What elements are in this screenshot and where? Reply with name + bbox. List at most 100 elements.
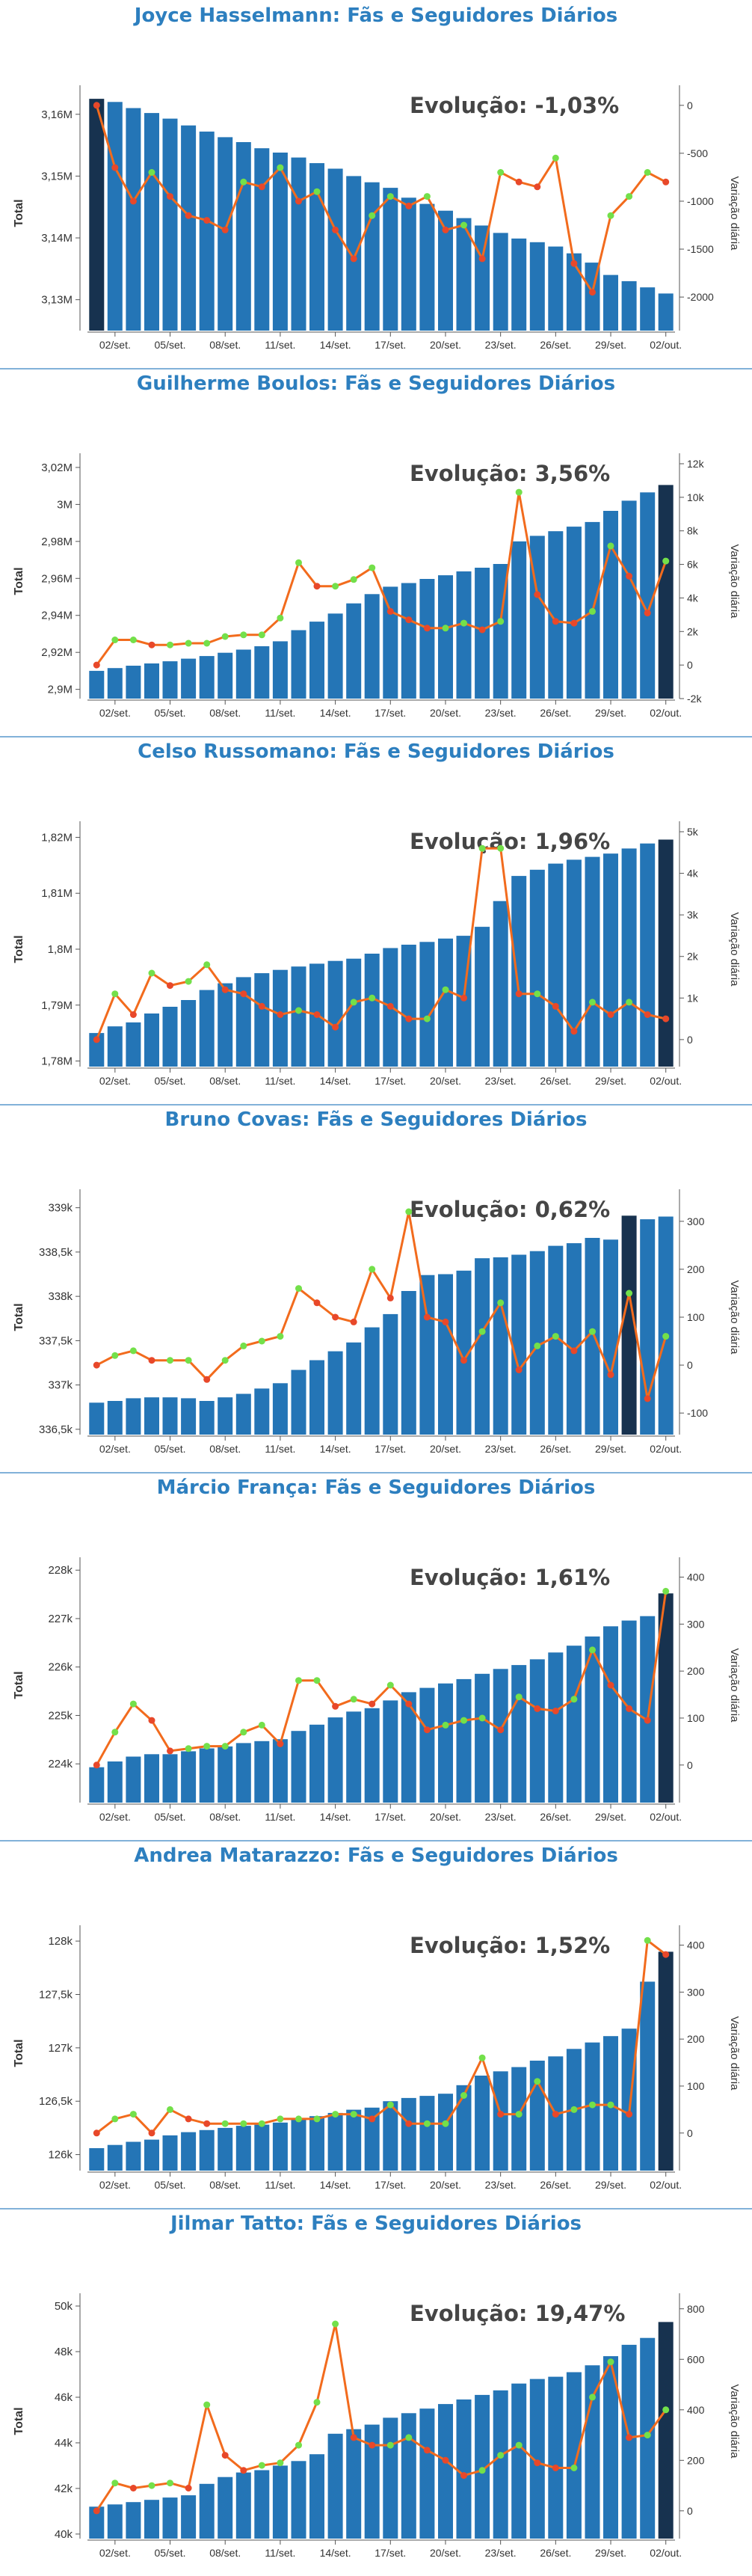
chart-panel: Celso Russomano: Fãs e Seguidores Diário…: [0, 736, 752, 1104]
x-tick-label: 02/set.: [99, 2179, 131, 2191]
bar: [291, 630, 306, 699]
bar: [346, 958, 362, 1067]
bar: [511, 238, 527, 331]
variation-point: [350, 2434, 357, 2441]
y-tick-label: 3,13M: [41, 294, 73, 307]
x-tick-label: 02/set.: [99, 1443, 131, 1455]
bar: [548, 1652, 564, 1803]
y-tick-label: 126,5k: [39, 2095, 73, 2108]
bar: [254, 973, 270, 1067]
bar: [364, 182, 380, 331]
bar: [511, 1254, 527, 1435]
y-tick-label: 40k: [55, 2528, 73, 2541]
variation-point: [167, 2480, 173, 2487]
bar: [144, 663, 159, 699]
y-axis-title: Total: [13, 1303, 25, 1331]
x-tick-label: 11/set.: [265, 1443, 295, 1455]
y-axis-title: Total: [13, 2407, 25, 2435]
bar: [548, 531, 564, 699]
bar: [585, 1238, 600, 1435]
variation-point: [644, 1936, 651, 1944]
bar: [235, 142, 251, 331]
bar: [291, 1370, 306, 1435]
x-tick-label: 11/set.: [265, 2179, 295, 2191]
chart-panel: Guilherme Boulos: Fãs e Seguidores Diári…: [0, 368, 752, 736]
bar: [640, 287, 656, 331]
bar: [658, 2322, 674, 2539]
bar: [327, 613, 343, 699]
x-tick-label: 02/set.: [99, 2547, 131, 2559]
bar: [383, 188, 398, 331]
bar: [456, 1270, 472, 1435]
bar: [529, 2379, 545, 2539]
bar: [89, 1402, 105, 1435]
variation-point: [423, 193, 431, 200]
chart-svg: 40k 42k 44k 46k 48k 50k Total 0 200 400 600 800 Vari…: [13, 2293, 741, 2559]
bar: [456, 571, 472, 699]
y2-tick-label: 400: [687, 1571, 705, 1583]
bar: [364, 954, 380, 1067]
x-tick-label: 05/set.: [155, 2547, 186, 2559]
bar: [640, 843, 656, 1067]
variation-point: [589, 999, 596, 1006]
x-tick-label: 02/out.: [650, 1443, 682, 1455]
bar: [309, 1360, 324, 1435]
variation-point: [221, 986, 229, 993]
variation-point: [405, 202, 413, 209]
bar: [107, 102, 123, 331]
bar: [603, 853, 618, 1067]
bar: [364, 1708, 380, 1803]
variation-point: [423, 1015, 431, 1022]
variation-point: [167, 193, 173, 200]
variation-point: [148, 2482, 155, 2489]
variation-point: [515, 488, 523, 496]
variation-point: [644, 1395, 651, 1402]
variation-point: [167, 982, 173, 990]
x-tick-label: 02/out.: [650, 2547, 682, 2559]
variation-point: [277, 2459, 284, 2467]
x-tick-label: 14/set.: [320, 2179, 351, 2191]
y-tick-label: 338k: [48, 1290, 73, 1303]
bar: [438, 1683, 453, 1803]
bar: [603, 1239, 618, 1435]
bar: [475, 2394, 490, 2539]
bar: [383, 586, 398, 699]
variation-point: [111, 164, 119, 171]
variation-point: [460, 221, 467, 229]
y-tick-label: 50k: [55, 2300, 73, 2313]
bar: [162, 2135, 178, 2171]
bar: [603, 275, 618, 331]
bar: [327, 2112, 343, 2171]
y2-tick-label: -100: [687, 1407, 708, 1419]
variation-point: [313, 2399, 321, 2406]
variation-point: [313, 2115, 321, 2123]
y2-axis-title: Variação diária: [728, 545, 741, 619]
variation-point: [93, 1036, 100, 1043]
bar: [566, 1646, 582, 1803]
y-tick-label: 224k: [48, 1758, 73, 1770]
variation-point: [478, 1714, 486, 1722]
variation-point: [258, 631, 265, 639]
y2-tick-label: -2000: [687, 291, 714, 303]
variation-point: [607, 1011, 614, 1018]
variation-point: [295, 2115, 302, 2123]
y-tick-label: 127k: [48, 2042, 73, 2055]
variation-point: [258, 1721, 265, 1729]
variation-point: [369, 994, 376, 1002]
bar: [199, 2483, 215, 2539]
y2-tick-label: 200: [687, 2033, 705, 2045]
y2-tick-label: 0: [687, 1034, 693, 1046]
variation-point: [534, 990, 541, 998]
bar: [199, 1748, 215, 1803]
bar: [548, 863, 564, 1067]
bar: [144, 113, 159, 331]
bar: [621, 2028, 637, 2171]
variation-point: [203, 961, 211, 969]
bar: [548, 1245, 564, 1435]
x-tick-label: 23/set.: [485, 1075, 517, 1087]
variation-point: [185, 978, 192, 985]
bar: [218, 652, 233, 699]
bar: [603, 511, 618, 699]
variation-point: [478, 2054, 486, 2061]
variation-point: [589, 289, 596, 296]
